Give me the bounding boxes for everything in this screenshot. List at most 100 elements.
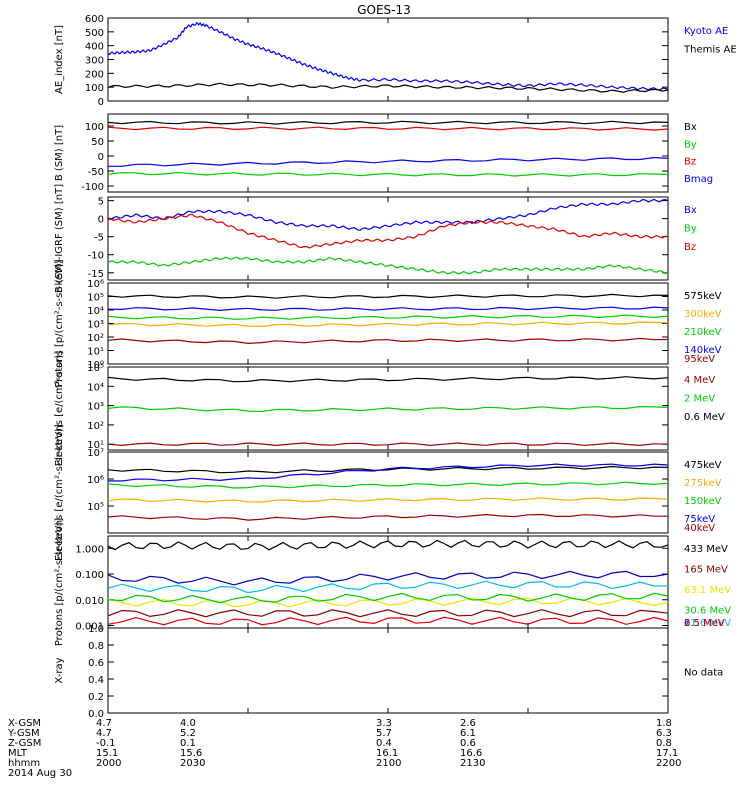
series-line (107, 497, 669, 503)
panel-3: -15 -10 -5 0 5 B (SM)-IGRF (SM) [nT] Bx By Bz (54, 184, 697, 293)
series-line (107, 616, 669, 626)
series-line (107, 198, 669, 232)
orbit-cell: 17.1 (656, 748, 678, 759)
y-tick-label: 0 (98, 152, 104, 163)
y-tick-label: -10 (88, 251, 104, 262)
y-tick-label: -5 (94, 233, 104, 244)
series-line (107, 376, 669, 383)
orbit-cell: 16.1 (376, 748, 398, 759)
y-tick-label: 100 (85, 122, 104, 133)
series-line (107, 481, 669, 489)
y-tick-label: 10² (87, 333, 104, 344)
y-tick-label: 1.000 (75, 544, 104, 555)
orbit-cell: 3.3 (376, 718, 392, 729)
y-tick-label: 0.010 (75, 596, 104, 607)
legend-entry: 575keV (684, 291, 722, 302)
y-tick-label: 10⁶ (87, 279, 104, 290)
y-tick-label: 50 (91, 137, 104, 148)
legend-entry: 30.6 MeV (684, 605, 731, 616)
series-line (107, 306, 669, 312)
legend-entry: 2 MeV (684, 393, 715, 404)
panel-1: 0 100 200 300 400 500 600 AE_index [nT] Kyoto AE… (54, 14, 737, 108)
legend-entry: 63.1 MeV (684, 585, 731, 596)
y-tick-label: 600 (85, 14, 104, 25)
plot-title: GOES-13 (357, 3, 411, 17)
orbit-cell: 5.7 (376, 728, 392, 739)
y-tick-label: 10⁰ (87, 360, 104, 371)
legend-entry: Themis AE (683, 44, 737, 55)
orbit-cell: 2.6 (460, 718, 476, 729)
y-tick-label: -50 (88, 167, 104, 178)
panel-2: -100 -50 0 50 100 B (SM) [nT] Bx By Bz Bmag (54, 113, 713, 193)
orbit-cell: 4.0 (180, 718, 196, 729)
legend-entry: 140keV (684, 345, 722, 356)
legend-entry: Kyoto AE (684, 26, 728, 37)
series-line (107, 21, 669, 91)
y-tick-label: -100 (81, 182, 104, 193)
y-axis-label: Protons [p/(cm²-s-sr-keV)] (54, 518, 65, 646)
legend-entry: 75keV (684, 514, 715, 525)
series-line (107, 293, 669, 299)
legend-entry: 11.6 MeV (684, 618, 731, 629)
series-line (107, 120, 669, 125)
orbit-cell: 2130 (460, 758, 485, 769)
y-tick-label: 0.8 (88, 641, 104, 652)
no-data-note: No data (684, 668, 723, 679)
orbit-cell: -0.1 (96, 738, 116, 749)
legend-entry: 475keV (684, 460, 722, 471)
orbit-cell: 5.2 (180, 728, 196, 739)
series-line (107, 82, 669, 93)
legend-entry: Bmag (684, 174, 713, 185)
y-tick-label: -15 (88, 269, 104, 280)
series-line (107, 337, 669, 345)
orbit-cell: 6.3 (656, 728, 672, 739)
series-line (108, 156, 669, 167)
y-tick-label: 1.0 (88, 624, 104, 635)
y-tick-label: 10⁴ (87, 306, 104, 317)
legend-entry: 300keV (684, 309, 722, 320)
y-tick-label: 10⁶ (87, 475, 104, 486)
panel-frame (107, 17, 669, 102)
y-tick-label: 10⁵ (87, 293, 104, 304)
orbit-row-label: MLT (8, 748, 28, 759)
y-tick-label: 0.001 (75, 622, 104, 633)
orbit-cell: 16.6 (460, 748, 482, 759)
y-tick-label: 10² (87, 421, 104, 432)
y-axis-label: Electrons [e/(cm²-s-sr-keV)] (54, 424, 65, 561)
panel-frame (107, 113, 669, 193)
y-tick-label: 10⁵ (87, 502, 104, 513)
y-tick-label: 10⁵ (87, 363, 104, 374)
y-tick-label: 10⁴ (87, 382, 104, 393)
y-tick-label: 400 (85, 42, 104, 53)
orbit-row-label: hhmm (8, 758, 40, 769)
series-line (107, 513, 668, 521)
series-line (107, 314, 669, 320)
series-line (107, 213, 669, 249)
orbit-cell: 0.6 (460, 738, 476, 749)
series-line (107, 126, 669, 131)
legend-entry: 150keV (684, 496, 722, 507)
orbit-row-label: Y-GSM (7, 728, 40, 739)
series-line (107, 580, 669, 594)
orbit-cell: 0.8 (656, 738, 672, 749)
y-tick-label: 500 (85, 28, 104, 39)
legend-entry: 2.5 MeV (684, 618, 725, 629)
panel-frame (107, 627, 669, 714)
series-line (107, 592, 669, 604)
series-line (107, 539, 669, 551)
y-tick-label: 0 (98, 215, 104, 226)
y-tick-label: 300 (85, 56, 104, 67)
orbit-cell: 6.1 (460, 728, 476, 739)
series-line (107, 463, 669, 482)
series-line (107, 597, 669, 608)
y-tick-label: 0.4 (88, 675, 104, 686)
y-tick-label: 0.0 (88, 709, 104, 720)
orbit-cell: 0.4 (376, 738, 392, 749)
y-tick-label: 10³ (87, 320, 104, 331)
legend-entry: Bx (684, 122, 697, 133)
y-tick-label: 0.2 (88, 692, 104, 703)
orbit-row-label: Z-GSM (8, 738, 41, 749)
panel-5: 10¹ 10² 10³ 10⁴ 10⁵ Electrons [e/(cm²-s-sr)] 4… (54, 351, 725, 467)
y-tick-label: 10¹ (87, 440, 104, 451)
